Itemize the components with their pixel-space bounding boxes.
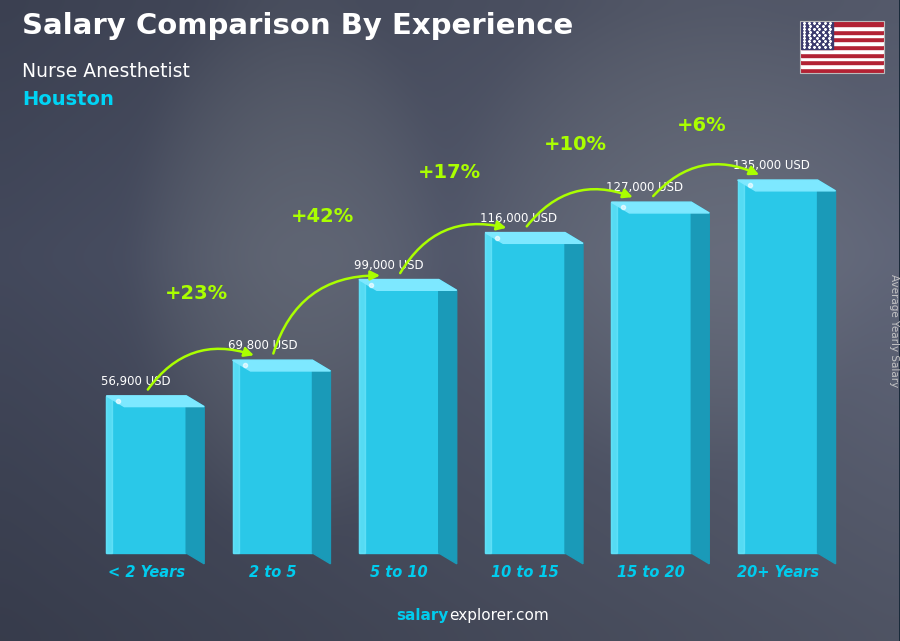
Text: 56,900 USD: 56,900 USD: [102, 375, 171, 388]
Text: 99,000 USD: 99,000 USD: [354, 258, 424, 272]
Text: 5 to 10: 5 to 10: [370, 565, 428, 580]
Text: Nurse Anesthetist: Nurse Anesthetist: [22, 62, 190, 81]
Text: +23%: +23%: [165, 284, 228, 303]
Text: 10 to 15: 10 to 15: [491, 565, 559, 580]
Text: Average Yearly Salary: Average Yearly Salary: [889, 274, 899, 388]
Text: salary: salary: [396, 608, 448, 623]
Polygon shape: [485, 233, 583, 244]
Text: Houston: Houston: [22, 90, 113, 109]
Polygon shape: [359, 279, 456, 290]
Bar: [738, 180, 743, 553]
Bar: [359, 279, 438, 553]
Polygon shape: [312, 360, 330, 564]
Bar: [801, 64, 883, 68]
Bar: [801, 33, 883, 37]
Bar: [800, 21, 884, 73]
Text: 116,000 USD: 116,000 USD: [480, 212, 557, 224]
Text: 127,000 USD: 127,000 USD: [607, 181, 683, 194]
Text: 69,800 USD: 69,800 USD: [228, 339, 297, 352]
Text: < 2 Years: < 2 Years: [108, 565, 184, 580]
Bar: [485, 233, 491, 553]
Bar: [801, 22, 832, 49]
Polygon shape: [186, 395, 204, 564]
Bar: [801, 49, 883, 53]
Text: 135,000 USD: 135,000 USD: [733, 159, 809, 172]
Bar: [801, 53, 883, 56]
Polygon shape: [565, 233, 583, 564]
Polygon shape: [232, 360, 330, 371]
Text: +10%: +10%: [544, 135, 607, 154]
Text: +17%: +17%: [418, 163, 481, 181]
Bar: [106, 395, 112, 553]
Text: Salary Comparison By Experience: Salary Comparison By Experience: [22, 12, 573, 40]
Polygon shape: [691, 202, 709, 564]
Text: +6%: +6%: [677, 116, 726, 135]
Text: +42%: +42%: [291, 206, 355, 226]
Bar: [738, 180, 817, 553]
Polygon shape: [611, 202, 709, 213]
Text: 2 to 5: 2 to 5: [248, 565, 296, 580]
Bar: [801, 60, 883, 64]
Polygon shape: [817, 180, 835, 564]
Bar: [232, 360, 239, 553]
Bar: [801, 29, 883, 33]
Text: 15 to 20: 15 to 20: [617, 565, 685, 580]
Polygon shape: [438, 279, 456, 564]
Bar: [359, 279, 364, 553]
Bar: [801, 45, 883, 49]
Bar: [611, 202, 617, 553]
Bar: [801, 56, 883, 60]
Bar: [611, 202, 691, 553]
Bar: [801, 26, 883, 29]
Bar: [801, 41, 883, 45]
Bar: [801, 68, 883, 72]
Bar: [485, 233, 565, 553]
Bar: [801, 22, 883, 26]
Bar: [801, 37, 883, 41]
Text: 20+ Years: 20+ Years: [736, 565, 819, 580]
Polygon shape: [738, 180, 835, 191]
Bar: [106, 395, 186, 553]
Bar: [232, 360, 312, 553]
Text: explorer.com: explorer.com: [449, 608, 549, 623]
Polygon shape: [106, 395, 204, 406]
